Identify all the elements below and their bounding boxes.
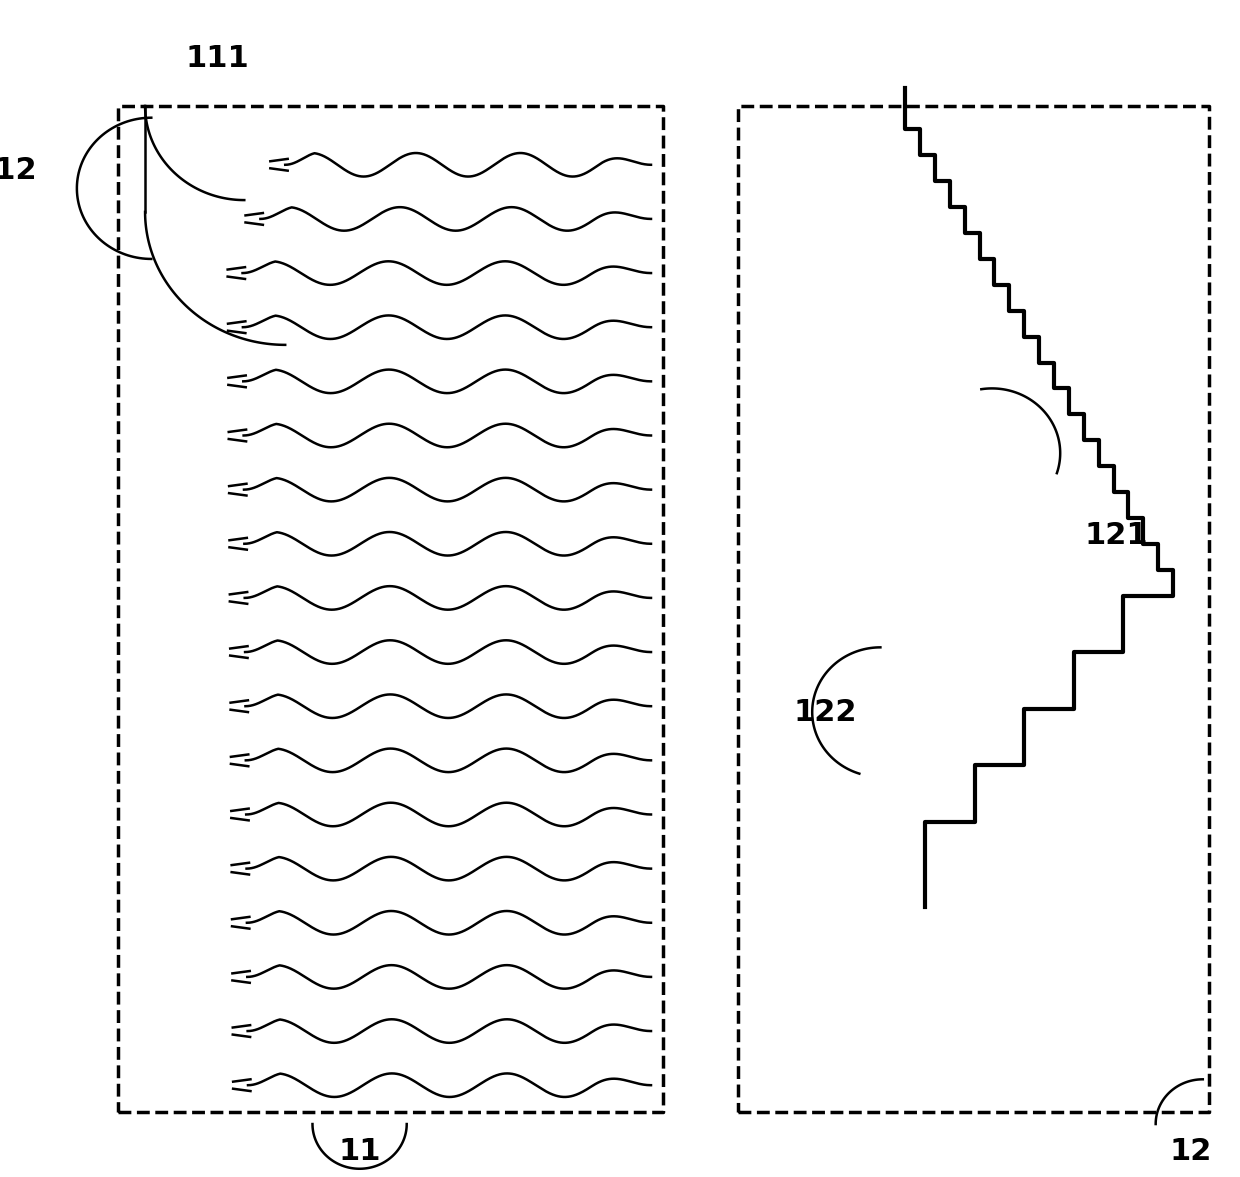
Text: 12: 12: [1169, 1137, 1211, 1165]
Text: 11: 11: [339, 1137, 381, 1165]
Text: 122: 122: [794, 698, 857, 726]
Text: 111: 111: [185, 45, 249, 73]
Text: 121: 121: [1085, 521, 1148, 550]
Text: 112: 112: [0, 157, 37, 185]
